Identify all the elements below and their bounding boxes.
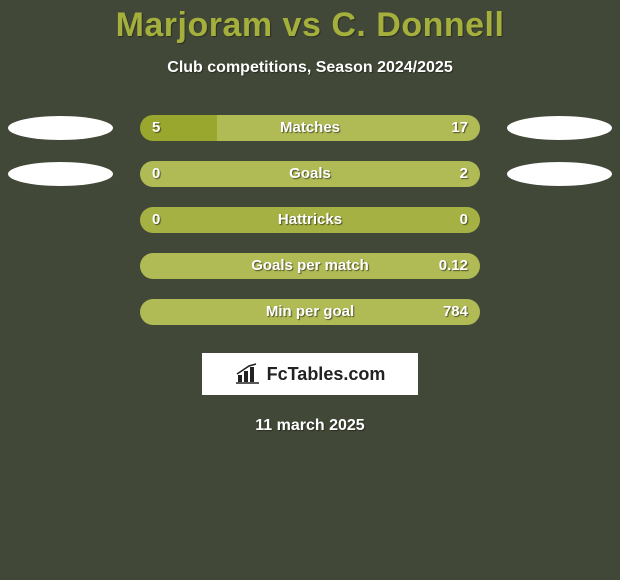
stat-row: 517Matches [0,115,620,141]
stat-row: 02Goals [0,161,620,187]
stat-label: Hattricks [0,207,620,233]
stat-rows: 517Matches 02Goals 00Hattricks 0.12Goals pe… [0,115,620,325]
page-title: Marjoram vs C. Donnell [0,6,620,45]
stat-label: Min per goal [0,299,620,325]
stat-row: 0.12Goals per match [0,253,620,279]
date-text: 11 march 2025 [0,417,620,435]
logo-text: FcTables.com [267,364,386,385]
stat-label: Goals per match [0,253,620,279]
comparison-widget: Marjoram vs C. Donnell Club competitions… [0,0,620,435]
stat-row: 00Hattricks [0,207,620,233]
barchart-icon [235,363,263,385]
logo-box: FcTables.com [202,353,418,395]
stat-row: 784Min per goal [0,299,620,325]
subtitle: Club competitions, Season 2024/2025 [0,59,620,77]
stat-label: Goals [0,161,620,187]
stat-label: Matches [0,115,620,141]
